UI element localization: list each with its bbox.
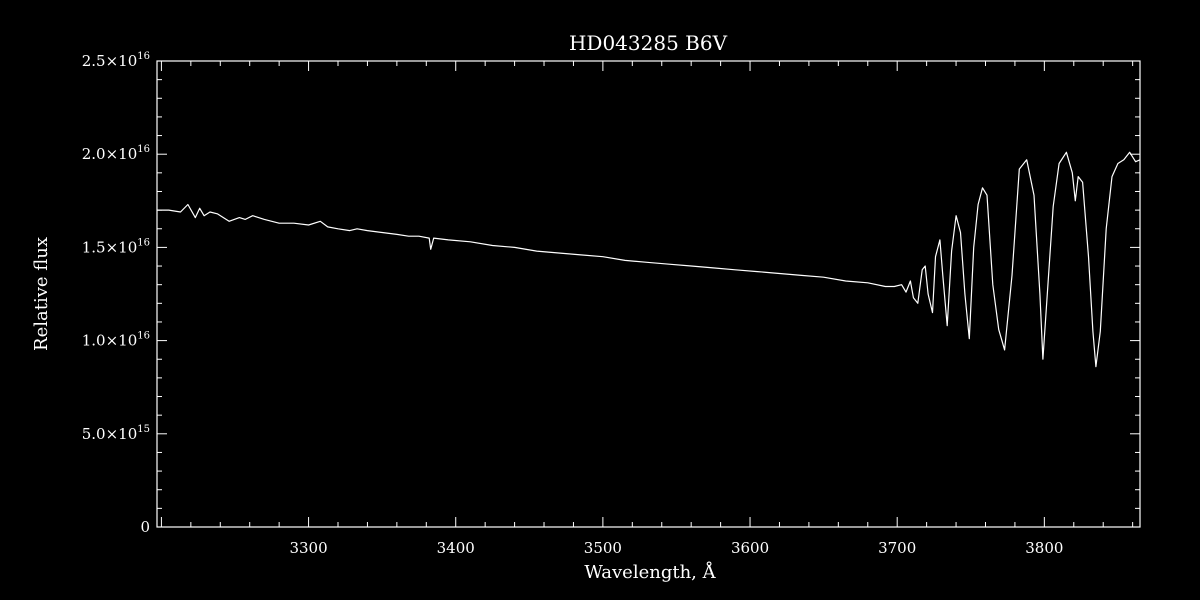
chart-title: HD043285 B6V [569,31,728,55]
y-tick-exponent: 16 [137,51,150,62]
y-tick-label: 1.5×1016 [82,237,150,256]
series-group [157,151,1141,368]
y-tick-label: 5.0×1015 [82,424,150,443]
y-tick-mantissa: 1.5×10 [82,238,138,256]
x-axis-label: Wavelength, Å [584,561,716,583]
x-tick-label: 3600 [731,539,769,557]
x-tick-label: 3700 [878,539,916,557]
y-tick-label: 2.5×1016 [82,51,150,70]
axis-ticks: 3300 3400 3500 3600 3700 380005.0×10151.0×101… [82,51,1140,557]
y-tick-mantissa: 2.0×10 [82,145,138,163]
x-tick-label: 3800 [1025,539,1063,557]
y-tick-label: 0 [140,518,150,536]
y-tick-mantissa: 0 [140,518,150,536]
y-tick-exponent: 16 [137,144,150,155]
y-tick-exponent: 16 [137,331,150,342]
plot-frame [156,60,1141,528]
y-axis-label: Relative flux [31,237,52,351]
x-tick-label: 3500 [584,539,622,557]
spectrum-line [157,151,1141,368]
y-tick-exponent: 15 [137,424,150,435]
x-tick-label: 3300 [289,539,327,557]
y-tick-mantissa: 5.0×10 [82,425,138,443]
y-tick-exponent: 16 [137,237,150,248]
y-tick-label: 1.0×1016 [82,331,150,350]
y-tick-mantissa: 2.5×10 [82,52,138,70]
y-tick-label: 2.0×1016 [82,144,150,163]
x-tick-label: 3400 [437,539,475,557]
y-tick-mantissa: 1.0×10 [82,332,138,350]
